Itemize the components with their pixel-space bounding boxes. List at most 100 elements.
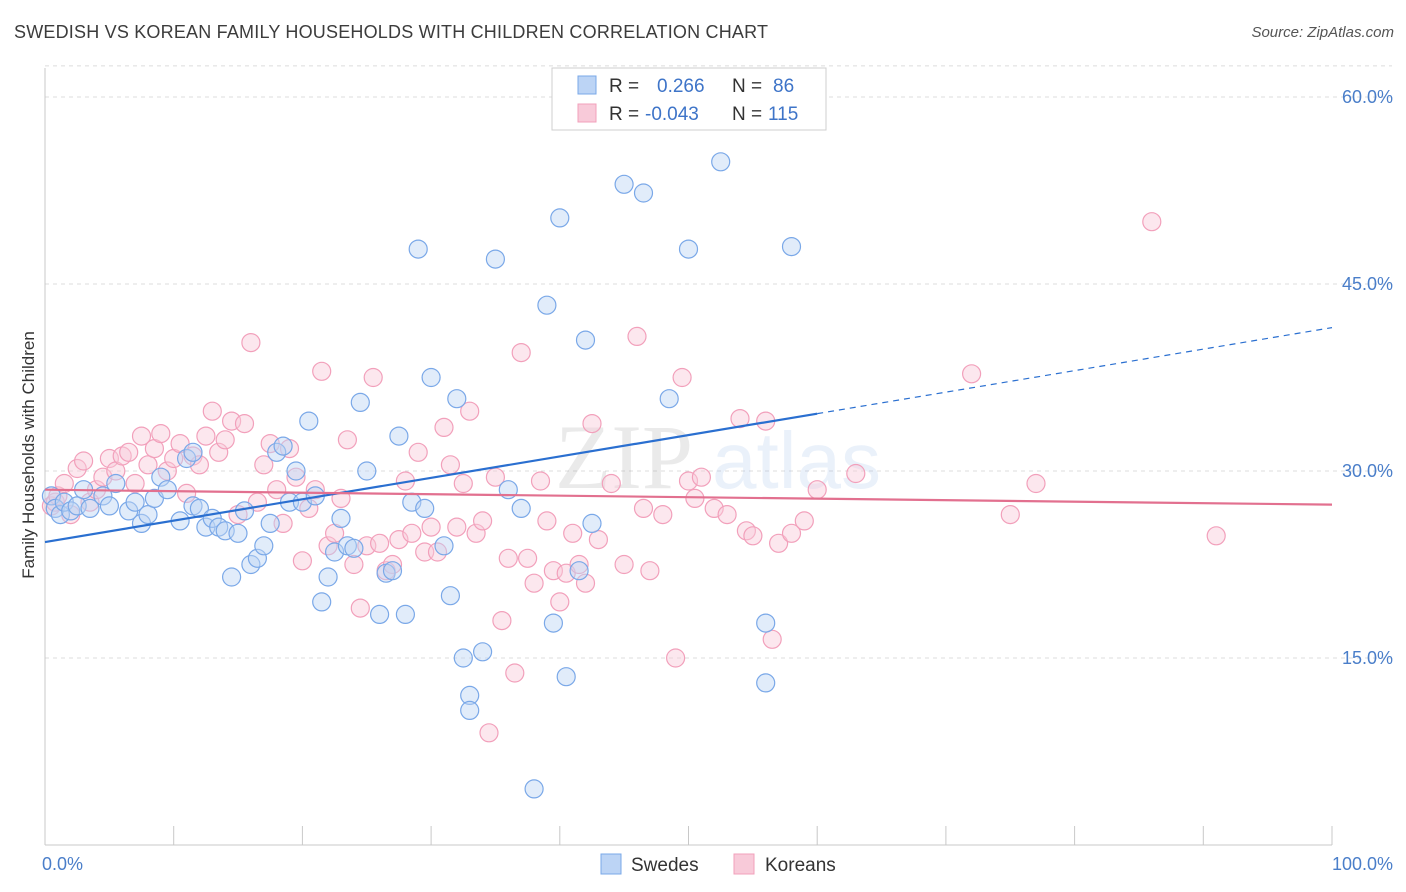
swede-point: [460, 700, 480, 721]
korean-point: [402, 523, 422, 543]
swede-point: [440, 586, 460, 606]
korean-point: [125, 473, 145, 494]
korean-point: [1206, 526, 1226, 546]
korean-point: [350, 598, 370, 618]
chart-title: SWEDISH VS KOREAN FAMILY HOUSEHOLDS WITH…: [14, 22, 769, 42]
korean-point: [305, 480, 325, 500]
korean-point: [453, 473, 473, 494]
swede-point: [511, 498, 531, 518]
x-tick-labels: 0.0% 100.0%: [42, 854, 1393, 874]
y-tick-labels: 15.0% 30.0% 45.0% 60.0%: [1342, 87, 1393, 668]
y-tick-label: 15.0%: [1342, 648, 1393, 668]
korean-point: [479, 723, 499, 743]
swede-point: [286, 461, 306, 481]
legend-r-label-swedes: R =: [609, 76, 639, 97]
korean-point: [762, 629, 782, 649]
swede-point: [389, 426, 409, 446]
y-tick-label: 45.0%: [1342, 274, 1393, 294]
watermark-zip: ZIP: [555, 406, 693, 508]
korean-point: [363, 367, 383, 388]
korean-point: [633, 498, 654, 518]
watermark-atlas: atlas: [712, 416, 881, 505]
korean-point: [492, 610, 512, 631]
swede-point: [678, 239, 699, 259]
trend-line-swedes-extension: [817, 327, 1333, 415]
legend-n-value-swedes: 86: [773, 76, 794, 97]
swede-point: [228, 523, 248, 543]
legend-swatch-koreans: [577, 103, 597, 123]
series-legend: Swedes Koreans: [600, 853, 836, 876]
korean-point: [794, 511, 814, 531]
swede-point: [183, 442, 203, 462]
swede-point: [50, 504, 71, 525]
korean-point: [241, 333, 261, 353]
swede-point: [99, 496, 120, 516]
swede-point: [247, 548, 267, 568]
swede-point: [350, 392, 370, 412]
korean-point: [569, 554, 589, 575]
korean-point: [691, 467, 712, 487]
swede-point: [781, 237, 802, 257]
swede-point: [138, 504, 158, 525]
korean-point: [196, 426, 216, 446]
korean-point: [781, 523, 802, 543]
swede-point: [447, 389, 467, 409]
korean-point: [627, 326, 647, 346]
swede-point: [370, 604, 390, 625]
watermark: ZIP atlas: [555, 406, 881, 508]
swede-point: [318, 567, 338, 587]
swede-point: [524, 779, 544, 799]
korean-point: [473, 511, 493, 531]
korean-point: [151, 424, 171, 444]
swede-point: [125, 492, 145, 512]
trend-line-swedes: [44, 412, 818, 544]
korean-point: [524, 573, 544, 593]
legend-n-label-swedes: N =: [732, 76, 762, 97]
korean-point: [344, 554, 364, 575]
korean-point: [131, 426, 152, 446]
korean-point: [550, 592, 570, 612]
swede-point: [344, 538, 364, 558]
swede-point: [421, 367, 441, 388]
swede-point: [254, 536, 274, 556]
swede-point: [569, 561, 589, 581]
x-tick-label-min: 0.0%: [42, 854, 83, 874]
swede-point: [550, 208, 570, 228]
korean-point: [601, 473, 621, 494]
korean-point: [466, 523, 486, 543]
swede-point: [485, 249, 505, 269]
korean-point: [537, 511, 557, 531]
swede-point: [415, 498, 435, 518]
korean-point: [743, 526, 763, 546]
korean-point: [517, 548, 538, 568]
swede-point: [151, 467, 171, 487]
korean-point: [498, 548, 518, 568]
swede-point: [453, 648, 473, 668]
korean-point: [421, 517, 441, 537]
korean-point: [54, 473, 74, 494]
korean-point: [292, 551, 312, 571]
korean-point: [640, 561, 660, 581]
swede-point: [756, 613, 776, 633]
korean-point: [511, 343, 531, 363]
swede-point: [273, 436, 293, 456]
swede-point: [473, 642, 493, 662]
legend-label-koreans: Koreans: [765, 855, 836, 876]
swede-point: [312, 592, 332, 612]
swede-point: [582, 513, 602, 534]
swede-point: [543, 613, 564, 633]
korean-point: [505, 663, 525, 683]
korean-point: [286, 467, 306, 487]
swede-point: [61, 501, 81, 521]
swede-point: [408, 239, 428, 259]
korean-point: [408, 442, 428, 462]
axes: [44, 68, 1333, 846]
korean-point: [234, 414, 255, 434]
korean-point: [717, 504, 737, 525]
korean-point: [582, 414, 602, 434]
korean-point: [575, 573, 596, 593]
swede-point: [157, 480, 177, 500]
korean-point: [665, 648, 686, 668]
swede-point: [537, 295, 557, 315]
